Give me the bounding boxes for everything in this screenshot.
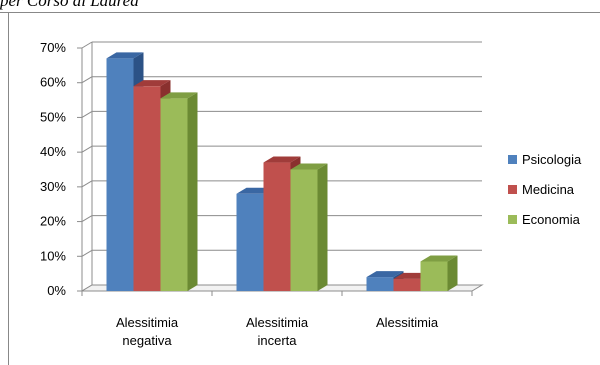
frame-left-border <box>8 12 9 365</box>
bar-top <box>420 255 458 262</box>
bar <box>160 92 198 291</box>
bar-top <box>366 271 404 278</box>
gridline-depth <box>81 145 93 153</box>
bar-front <box>160 98 188 291</box>
gridline-depth <box>81 76 93 84</box>
legend-item: Economia <box>508 212 581 227</box>
category-label: Alessitimia <box>376 315 439 330</box>
legend-swatch <box>508 185 517 194</box>
bar-front <box>393 278 421 291</box>
bar-front <box>236 193 264 291</box>
y-axis: 0% 10% 20% 30% 40% 50% 60% 70% <box>40 40 83 298</box>
gridline-depth <box>81 215 93 223</box>
legend: Psicologia Medicina Economia <box>508 152 582 227</box>
bar-front <box>263 162 291 291</box>
bar-side <box>187 92 198 291</box>
gridline-depth <box>81 249 93 257</box>
x-axis: Alessitimia negativa Alessitimia incerta Ale… <box>81 291 473 348</box>
bar-front <box>290 169 318 291</box>
bar-top <box>290 163 328 170</box>
bar-top <box>160 92 198 99</box>
bar-top <box>133 80 171 87</box>
y-tick-label: 40% <box>40 144 66 159</box>
legend-item: Medicina <box>508 182 575 197</box>
chart-caption: per Corso di Laurea <box>0 0 139 10</box>
legend-label: Economia <box>522 212 581 227</box>
y-tick-label: 20% <box>40 214 66 229</box>
bar-side <box>447 255 458 291</box>
y-tick-label: 70% <box>40 40 66 55</box>
y-tick-label: 30% <box>40 179 66 194</box>
bar-top <box>106 52 144 59</box>
bar-front <box>420 261 448 291</box>
legend-item: Psicologia <box>508 152 582 167</box>
bar-top <box>263 156 301 163</box>
category-label: Alessitimia <box>116 315 179 330</box>
bar-front <box>366 277 394 291</box>
legend-label: Medicina <box>522 182 575 197</box>
category-label: negativa <box>122 333 172 348</box>
y-tick-label: 60% <box>40 75 66 90</box>
bar-front <box>106 58 134 291</box>
legend-swatch <box>508 155 517 164</box>
bar-side <box>317 163 328 291</box>
legend-label: Psicologia <box>522 152 582 167</box>
gridline-depth <box>81 110 93 118</box>
frame-top-border <box>0 12 600 13</box>
y-tick-label: 10% <box>40 248 66 263</box>
legend-swatch <box>508 215 517 224</box>
y-tick-label: 0% <box>47 283 66 298</box>
bar <box>290 163 328 291</box>
gridline-depth <box>81 41 93 49</box>
y-tick-label: 50% <box>40 109 66 124</box>
bar <box>420 255 458 291</box>
category-label: incerta <box>257 333 297 348</box>
bar-front <box>133 86 161 291</box>
category-label: Alessitimia <box>246 315 309 330</box>
bars <box>106 52 458 291</box>
gridline-depth <box>81 180 93 188</box>
